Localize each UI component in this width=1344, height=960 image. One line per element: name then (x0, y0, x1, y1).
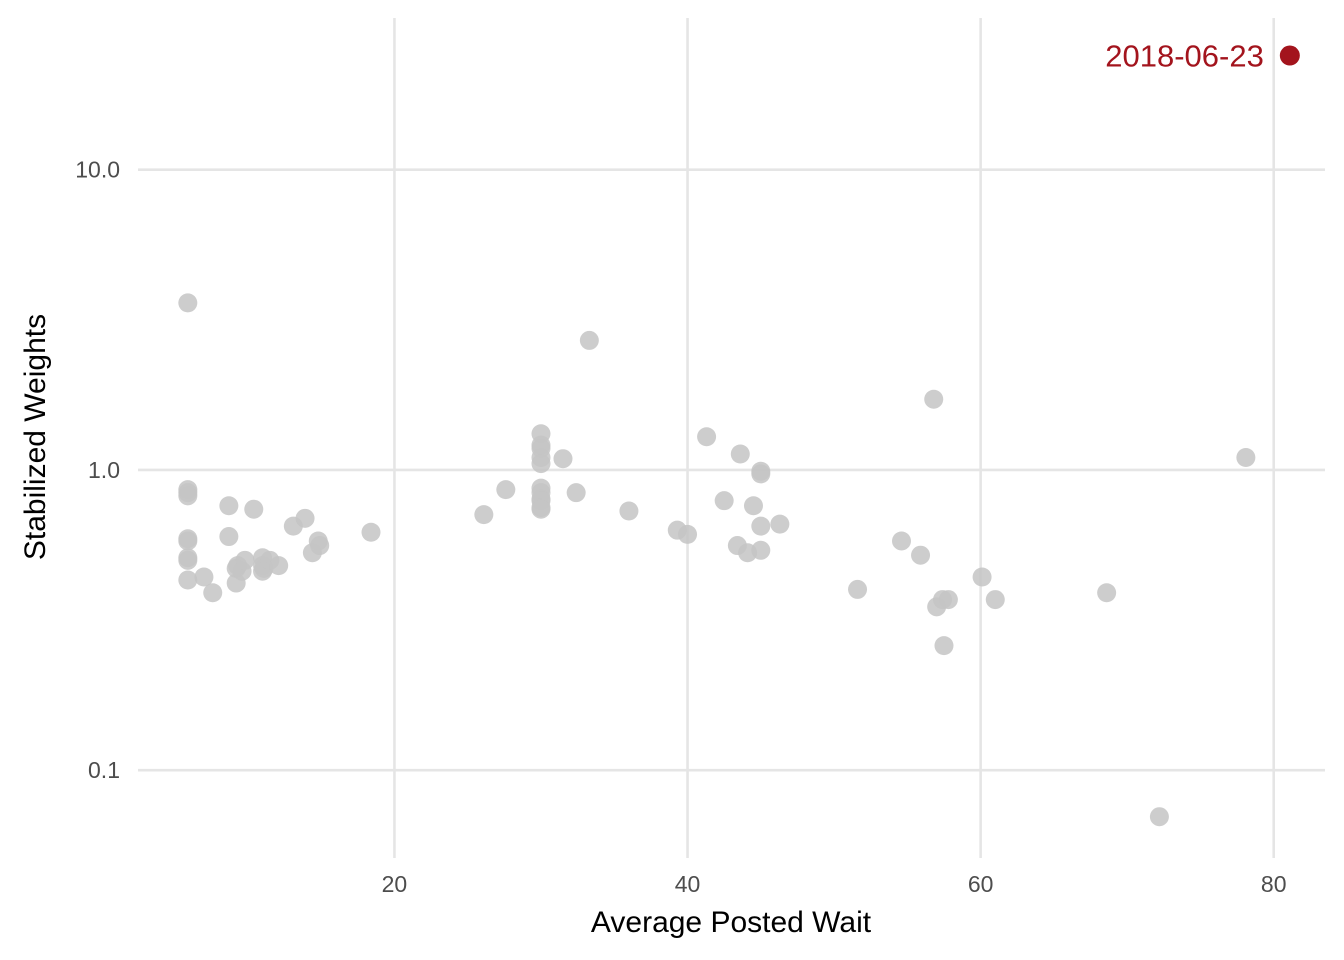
data-point (474, 505, 494, 525)
data-point (1236, 448, 1256, 468)
y-tick-label: 0.1 (88, 757, 120, 783)
highlight-label: 2018-06-23 (1105, 39, 1264, 74)
data-point (244, 499, 264, 519)
data-point (730, 444, 750, 464)
data-point (310, 536, 330, 556)
x-tick-labels: 20 40 60 80 (382, 871, 1287, 897)
highlight-point (1279, 45, 1300, 66)
data-point (361, 522, 381, 542)
data-point (985, 590, 1005, 610)
data-point (178, 570, 198, 590)
data-point (295, 508, 315, 528)
data-point (178, 486, 198, 506)
data-points (178, 293, 1256, 827)
x-tick-label: 60 (968, 871, 994, 897)
grid-lines (138, 18, 1325, 858)
data-point (972, 567, 992, 587)
data-point (714, 491, 734, 511)
data-point (194, 567, 214, 587)
y-axis-title: Stabilized Weights (19, 314, 52, 560)
x-tick-label: 40 (675, 871, 701, 897)
data-point (938, 590, 958, 610)
data-point (697, 427, 717, 447)
data-point (269, 556, 289, 576)
data-point (531, 499, 551, 519)
data-point (553, 449, 573, 469)
data-point (178, 550, 198, 570)
data-point (751, 464, 771, 484)
data-point (678, 524, 698, 544)
data-point (203, 583, 223, 603)
data-point (743, 496, 763, 516)
y-tick-labels: 0.1 1.0 10.0 (75, 157, 120, 784)
y-tick-label: 10.0 (75, 157, 120, 183)
data-point (751, 516, 771, 536)
data-point (219, 496, 239, 516)
highlight-group: 2018-06-23 (1105, 39, 1300, 74)
data-point (178, 531, 198, 551)
data-point (579, 330, 599, 350)
data-point (751, 540, 771, 560)
data-point (619, 501, 639, 521)
x-tick-label: 20 (382, 871, 408, 897)
data-point (496, 480, 516, 500)
data-point (934, 636, 954, 656)
data-point (911, 545, 931, 565)
x-axis-title: Average Posted Wait (591, 906, 872, 939)
data-point (235, 550, 255, 570)
data-point (219, 527, 239, 547)
data-point (891, 531, 911, 551)
data-point (770, 514, 790, 534)
data-point (924, 389, 944, 409)
data-point (178, 293, 198, 313)
data-point (531, 454, 551, 474)
y-tick-label: 1.0 (88, 457, 120, 483)
data-point (1149, 807, 1169, 827)
data-point (566, 483, 586, 503)
data-point (848, 579, 868, 599)
data-point (1097, 583, 1117, 603)
x-tick-label: 80 (1261, 871, 1287, 897)
